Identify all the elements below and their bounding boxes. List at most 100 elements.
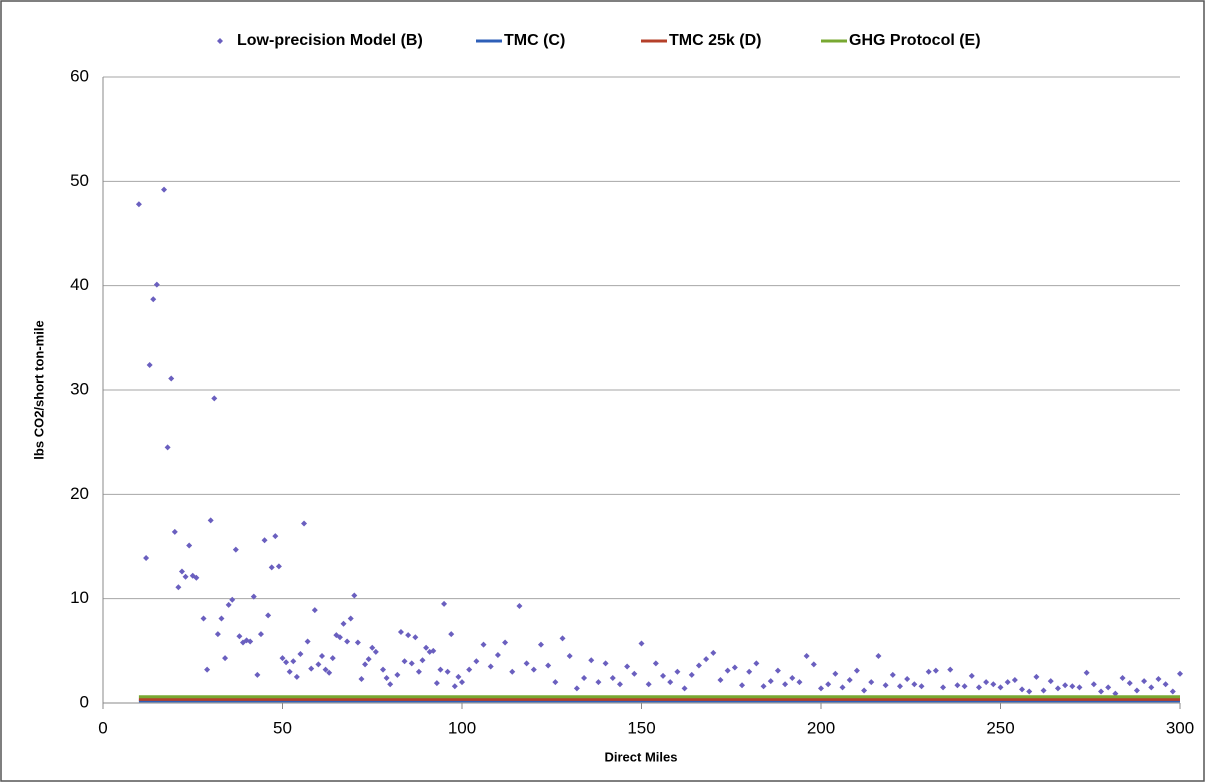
y-tick-label: 10 — [70, 588, 89, 607]
point — [875, 653, 882, 660]
point — [344, 638, 351, 645]
point — [674, 668, 681, 675]
point — [1076, 684, 1083, 691]
point — [1011, 677, 1018, 684]
point — [315, 661, 322, 668]
x-axis-label: Direct Miles — [605, 749, 678, 764]
point — [200, 615, 207, 622]
point — [405, 632, 412, 639]
point — [412, 634, 419, 641]
point — [753, 660, 760, 667]
point — [904, 676, 911, 683]
point — [947, 666, 954, 673]
point — [419, 657, 426, 664]
point — [609, 674, 616, 681]
y-tick-label: 0 — [80, 692, 89, 711]
point — [1098, 688, 1105, 695]
point — [530, 666, 537, 673]
point — [1054, 685, 1061, 692]
point — [1090, 681, 1097, 688]
point — [340, 620, 347, 627]
point — [731, 664, 738, 671]
point — [415, 668, 422, 675]
point — [818, 685, 824, 692]
point — [667, 679, 674, 686]
x-tick-label: 250 — [986, 718, 1014, 737]
point — [1126, 680, 1133, 687]
point — [182, 573, 189, 580]
point — [480, 641, 487, 648]
point — [455, 673, 462, 680]
point — [1162, 681, 1169, 688]
point — [308, 665, 315, 672]
point — [279, 655, 286, 662]
point — [537, 641, 544, 648]
y-axis-label: lbs CO2/short ton-mile — [31, 320, 46, 459]
point — [1026, 688, 1033, 695]
y-tick-label: 40 — [70, 275, 89, 294]
point — [760, 683, 767, 690]
point — [362, 661, 369, 668]
point — [383, 674, 390, 681]
point — [581, 674, 588, 681]
point — [573, 685, 580, 692]
point — [1019, 686, 1026, 693]
point — [254, 671, 261, 678]
point — [423, 644, 430, 651]
point — [595, 679, 602, 686]
point — [193, 574, 200, 581]
point — [703, 656, 710, 663]
point — [688, 671, 695, 678]
point — [710, 649, 717, 656]
point — [1040, 687, 1047, 694]
point — [146, 361, 153, 368]
point — [566, 653, 573, 660]
x-tick-label: 50 — [273, 718, 292, 737]
point — [433, 680, 440, 687]
point — [304, 638, 311, 645]
point — [372, 648, 379, 655]
point — [861, 687, 868, 694]
point — [168, 375, 175, 382]
point — [853, 667, 860, 674]
point — [839, 684, 846, 691]
point — [358, 676, 365, 683]
point — [559, 635, 566, 642]
legend-label: GHG Protocol (E) — [849, 32, 981, 49]
x-tick-label: 0 — [98, 718, 107, 737]
point — [207, 517, 214, 524]
x-tick-label: 300 — [1166, 718, 1194, 737]
point — [297, 650, 304, 657]
point — [1112, 690, 1119, 697]
point — [257, 631, 264, 638]
point — [1062, 682, 1069, 689]
point — [336, 634, 343, 641]
point — [1141, 678, 1148, 685]
point — [290, 658, 297, 665]
point — [494, 652, 501, 659]
point — [161, 186, 168, 193]
point — [222, 655, 229, 662]
point — [739, 682, 746, 689]
point — [1148, 684, 1155, 691]
point — [552, 679, 559, 686]
point — [911, 681, 918, 688]
point — [968, 672, 975, 679]
point — [318, 653, 325, 660]
point — [825, 681, 832, 688]
point — [487, 663, 494, 670]
point — [354, 639, 361, 646]
point — [918, 683, 925, 690]
point — [466, 666, 473, 673]
point — [1155, 676, 1162, 683]
legend-label: Low-precision Model (B) — [237, 32, 423, 49]
point — [225, 601, 232, 608]
point — [218, 615, 225, 622]
point — [351, 592, 358, 599]
point — [782, 681, 789, 688]
legend-label: TMC (C) — [504, 32, 565, 49]
y-tick-label: 50 — [70, 171, 89, 190]
point — [261, 537, 268, 544]
point — [631, 670, 638, 677]
